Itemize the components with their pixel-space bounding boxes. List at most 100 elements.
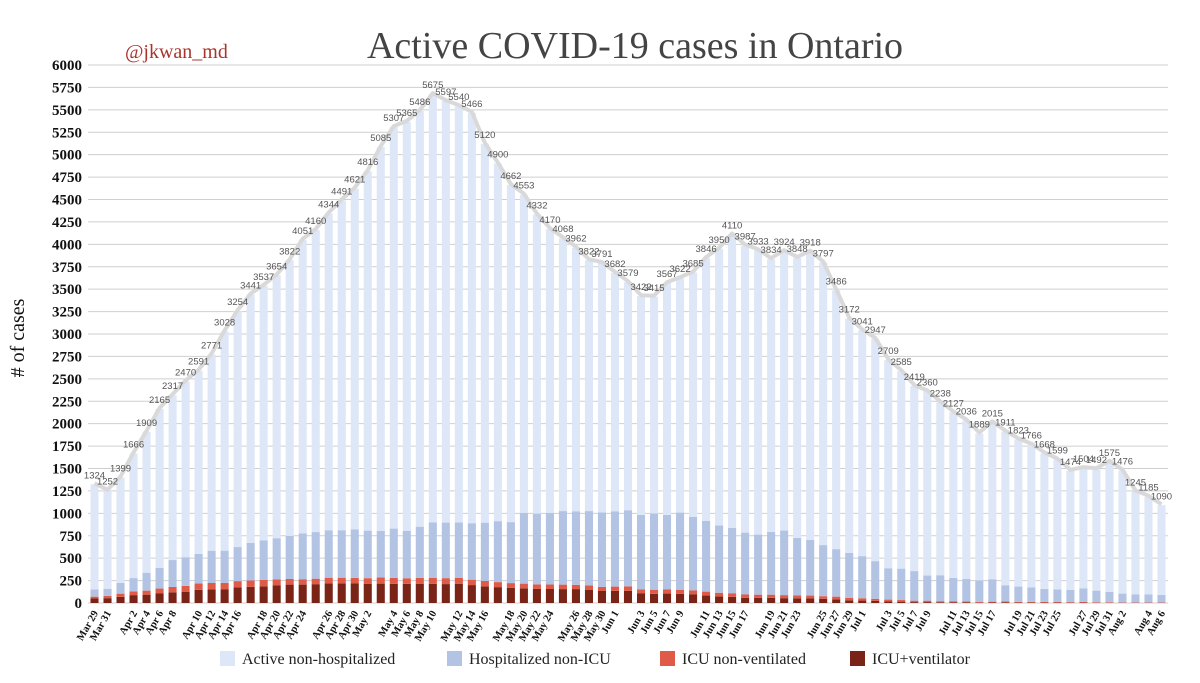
y-tick-label: 5500 xyxy=(52,103,82,119)
data-label: 4332 xyxy=(526,201,547,212)
bar-segment xyxy=(715,248,724,526)
bar-segment xyxy=(233,547,242,582)
data-label: 2127 xyxy=(943,398,964,409)
bar-segment xyxy=(741,594,750,598)
bar-segment xyxy=(741,245,750,533)
bar-segment xyxy=(103,595,112,599)
bar-segment xyxy=(819,598,828,603)
bar-segment xyxy=(103,490,112,589)
data-label: 3933 xyxy=(748,236,769,247)
bar-segment xyxy=(467,523,476,580)
bar-segment xyxy=(1118,593,1127,603)
bar-segment xyxy=(363,578,372,584)
bar-segment xyxy=(298,533,307,580)
bar-segment xyxy=(155,593,164,603)
bar-segment xyxy=(806,251,815,540)
bar-segment xyxy=(441,578,450,585)
bar-segment xyxy=(623,282,633,511)
y-tick-label: 4000 xyxy=(52,237,82,253)
bar-segment xyxy=(649,593,659,603)
bar-segment xyxy=(285,578,294,585)
y-tick-label: 1250 xyxy=(52,484,82,500)
bar-segment xyxy=(636,589,646,594)
bar-segment xyxy=(741,597,750,603)
bar-segment xyxy=(1105,461,1114,592)
bar-segment xyxy=(884,568,893,600)
data-label: 3172 xyxy=(839,305,860,316)
bar-segment xyxy=(988,601,997,603)
bar-segment xyxy=(259,540,268,580)
data-label: 1599 xyxy=(1047,446,1068,457)
bar-segment xyxy=(584,589,593,603)
bar-segment xyxy=(845,597,854,601)
data-label: 2165 xyxy=(149,395,170,406)
bar-segment xyxy=(90,598,99,603)
bar-segment xyxy=(129,453,138,579)
bar-segment xyxy=(428,577,437,584)
legend-label: Hospitalized non-ICU xyxy=(469,651,611,668)
bar-segment xyxy=(285,260,294,536)
bar-segment xyxy=(845,318,854,553)
bar-segment xyxy=(116,582,125,594)
bar-segment xyxy=(532,214,541,514)
bar-segment xyxy=(480,143,489,523)
bar-segment xyxy=(897,568,906,601)
bar-segment xyxy=(480,580,489,587)
bar-segment xyxy=(532,513,541,585)
data-label: 2709 xyxy=(878,346,899,357)
legend-item: Active non-hospitalized xyxy=(220,651,395,668)
data-label: 3987 xyxy=(735,231,756,242)
bar-segment xyxy=(754,250,763,535)
bar-segment xyxy=(910,600,919,603)
bar-segment xyxy=(545,229,554,513)
bar-segment xyxy=(949,602,958,603)
bar-segment xyxy=(845,552,854,598)
bar-segment xyxy=(103,598,112,603)
bar-segment xyxy=(428,583,437,603)
bar-segment xyxy=(337,577,346,584)
bar-segment xyxy=(350,583,359,603)
bar-segment xyxy=(663,514,672,590)
bar-segment xyxy=(285,584,294,603)
bar-segment xyxy=(728,234,737,528)
bar-segment xyxy=(702,595,711,603)
chart-credit: @jkwan_md xyxy=(125,41,228,63)
bar-segment xyxy=(715,596,724,603)
bar-segment xyxy=(975,601,984,603)
bar-segment xyxy=(1053,459,1062,590)
bar-segment xyxy=(988,422,997,580)
data-label: 3254 xyxy=(227,297,248,308)
bar-segment xyxy=(832,596,841,600)
bar-segment xyxy=(467,579,476,586)
bar-segment xyxy=(702,591,711,596)
bar-segment xyxy=(454,577,463,584)
bar-segment xyxy=(702,258,711,521)
bar-segment xyxy=(168,586,177,593)
bar-segment xyxy=(780,598,789,603)
bar-segment xyxy=(1144,496,1153,595)
bar-segment xyxy=(363,530,372,579)
bar-segment xyxy=(663,283,672,515)
bar-segment xyxy=(1014,586,1023,602)
data-label: 3441 xyxy=(240,280,261,291)
data-label: 3567 xyxy=(656,269,677,280)
bar-segment xyxy=(519,194,528,513)
data-label: 3028 xyxy=(214,317,235,328)
data-label: 3797 xyxy=(813,249,834,260)
bar-segment xyxy=(402,583,411,603)
legend-swatch xyxy=(660,651,675,666)
bar-segment xyxy=(663,593,672,603)
y-tick-label: 2250 xyxy=(52,394,82,410)
bar-segment xyxy=(663,589,672,594)
bar-segment xyxy=(923,575,932,601)
bar-segment xyxy=(610,586,620,591)
data-label: 3846 xyxy=(696,244,717,255)
data-label: 2591 xyxy=(188,357,209,368)
bar-segment xyxy=(532,584,541,589)
data-label: 4553 xyxy=(513,181,534,192)
bar-segment xyxy=(181,591,190,603)
bar-segment xyxy=(324,583,333,603)
bar-segment xyxy=(363,583,372,603)
